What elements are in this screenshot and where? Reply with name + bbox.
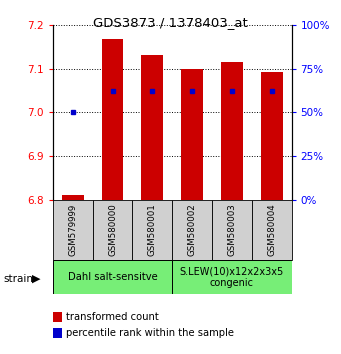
Bar [212,200,252,260]
Text: Dahl salt-sensitve: Dahl salt-sensitve [68,272,158,282]
Text: S.LEW(10)x12x2x3x5
congenic: S.LEW(10)x12x2x3x5 congenic [180,266,284,288]
Bar [252,200,292,260]
Bar [181,69,203,200]
Text: GSM580002: GSM580002 [188,204,197,257]
Text: GSM580003: GSM580003 [227,204,236,257]
Bar [53,260,172,294]
Bar [53,200,93,260]
Bar [102,39,123,200]
Bar [172,260,292,294]
Text: GSM580004: GSM580004 [267,204,276,257]
Text: GSM579999: GSM579999 [68,204,77,256]
Bar [142,56,163,200]
Text: strain: strain [3,274,33,284]
Text: GDS3873 / 1378403_at: GDS3873 / 1378403_at [93,16,248,29]
Bar [93,200,132,260]
Text: ▶: ▶ [32,274,41,284]
Bar [261,72,283,200]
Text: GSM580000: GSM580000 [108,204,117,257]
Text: percentile rank within the sample: percentile rank within the sample [66,328,235,338]
Bar [172,200,212,260]
Bar [132,200,172,260]
Text: GSM580001: GSM580001 [148,204,157,257]
Bar [221,62,243,200]
Text: transformed count: transformed count [66,312,159,322]
Bar [62,195,84,200]
